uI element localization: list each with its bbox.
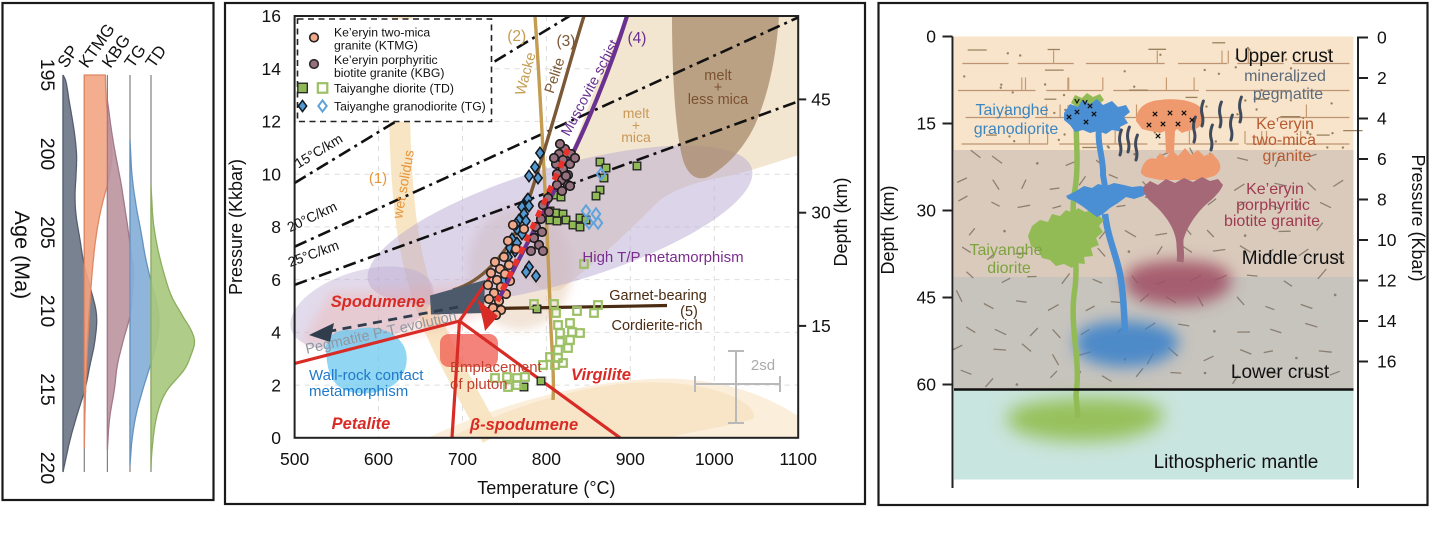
svg-text:Upper crust: Upper crust bbox=[1235, 46, 1334, 67]
svg-text:granodiorite: granodiorite bbox=[974, 121, 1059, 138]
svg-text:14: 14 bbox=[1377, 311, 1397, 331]
svg-text:(2): (2) bbox=[507, 28, 526, 45]
svg-text:45: 45 bbox=[917, 288, 936, 308]
svg-text:0: 0 bbox=[271, 428, 281, 448]
svg-text:200: 200 bbox=[36, 138, 58, 171]
svg-text:Pressure (Kbar): Pressure (Kbar) bbox=[1408, 154, 1428, 281]
svg-text:Spodumene: Spodumene bbox=[331, 293, 425, 311]
svg-text:2: 2 bbox=[1377, 68, 1387, 88]
svg-text:metamorphism: metamorphism bbox=[309, 383, 408, 400]
svg-text:30: 30 bbox=[917, 201, 937, 221]
svg-text:1000: 1000 bbox=[695, 449, 734, 469]
svg-text:melt: melt bbox=[623, 105, 650, 121]
svg-text:Petalite: Petalite bbox=[332, 415, 391, 433]
svg-text:Taiyanghe: Taiyanghe bbox=[970, 242, 1043, 259]
svg-text:β-spodumene: β-spodumene bbox=[469, 416, 578, 434]
svg-text:8: 8 bbox=[1377, 190, 1387, 210]
svg-text:granite: granite bbox=[1263, 148, 1312, 165]
svg-text:(3): (3) bbox=[557, 33, 576, 50]
svg-text:6: 6 bbox=[1377, 149, 1387, 169]
svg-text:10: 10 bbox=[262, 164, 282, 184]
svg-text:205: 205 bbox=[36, 216, 58, 249]
svg-text:215: 215 bbox=[36, 373, 58, 406]
svg-text:+: + bbox=[632, 117, 640, 133]
svg-text:mica: mica bbox=[621, 129, 651, 145]
svg-text:900: 900 bbox=[616, 449, 645, 469]
svg-text:Taiyanghe diorite (TD): Taiyanghe diorite (TD) bbox=[334, 82, 454, 96]
svg-text:600: 600 bbox=[364, 449, 393, 469]
svg-text:High T/P metamorphism: High T/P metamorphism bbox=[582, 249, 743, 266]
svg-text:biotite granite (KBG): biotite granite (KBG) bbox=[334, 66, 444, 80]
svg-text:(1): (1) bbox=[369, 170, 387, 187]
svg-text:0: 0 bbox=[1377, 28, 1387, 48]
svg-text:granite (KTMG): granite (KTMG) bbox=[334, 39, 418, 53]
svg-text:Depth (km): Depth (km) bbox=[878, 185, 898, 274]
svg-text:4: 4 bbox=[271, 323, 281, 343]
svg-text:Lower crust: Lower crust bbox=[1231, 362, 1330, 383]
svg-text:2sd: 2sd bbox=[751, 357, 775, 374]
svg-text:Middle crust: Middle crust bbox=[1242, 248, 1345, 269]
svg-text:Cordierite-rich: Cordierite-rich bbox=[611, 318, 702, 334]
svg-text:(4): (4) bbox=[628, 30, 647, 47]
svg-text:Virgilite: Virgilite bbox=[571, 366, 631, 384]
svg-text:two-mica: two-mica bbox=[1252, 132, 1316, 149]
svg-text:15: 15 bbox=[917, 114, 936, 134]
svg-text:0: 0 bbox=[926, 27, 936, 47]
svg-text:12: 12 bbox=[262, 112, 281, 132]
svg-text:Garnet-bearing: Garnet-bearing bbox=[609, 288, 707, 304]
svg-text:porphyritic: porphyritic bbox=[1236, 197, 1310, 214]
svg-text:Ke’eryin two-mica: Ke’eryin two-mica bbox=[334, 26, 430, 40]
svg-text:210: 210 bbox=[36, 295, 58, 328]
svg-text:less mica: less mica bbox=[688, 92, 749, 108]
svg-text:2: 2 bbox=[271, 375, 281, 395]
svg-text:Taiyanghe: Taiyanghe bbox=[976, 102, 1049, 119]
svg-text:Emplacement: Emplacement bbox=[450, 359, 543, 376]
svg-text:16: 16 bbox=[262, 6, 281, 26]
svg-text:6: 6 bbox=[271, 270, 281, 290]
svg-text:Lithospheric mantle: Lithospheric mantle bbox=[1154, 452, 1319, 473]
svg-text:Pressure (Kkbar): Pressure (Kkbar) bbox=[226, 159, 246, 295]
svg-text:45: 45 bbox=[811, 89, 830, 109]
svg-text:8: 8 bbox=[271, 217, 281, 237]
svg-text:Ke’eryin porphyritic: Ke’eryin porphyritic bbox=[334, 53, 438, 67]
svg-text:195: 195 bbox=[36, 59, 58, 92]
svg-text:melt: melt bbox=[704, 68, 731, 84]
svg-text:mineralized: mineralized bbox=[1244, 68, 1326, 85]
svg-text:Taiyanghe granodiorite (TG): Taiyanghe granodiorite (TG) bbox=[334, 100, 486, 114]
svg-text:14: 14 bbox=[262, 59, 282, 79]
svg-text:biotite granite: biotite granite bbox=[1224, 213, 1320, 230]
svg-text:1100: 1100 bbox=[779, 449, 817, 469]
svg-text:of pluton: of pluton bbox=[450, 376, 508, 393]
svg-text:Depth (km): Depth (km) bbox=[831, 177, 851, 266]
svg-text:60: 60 bbox=[917, 375, 937, 395]
svg-text:+: + bbox=[714, 80, 722, 96]
svg-text:Wall-rock contact: Wall-rock contact bbox=[309, 367, 424, 384]
svg-text:700: 700 bbox=[448, 449, 477, 469]
svg-text:12: 12 bbox=[1377, 271, 1396, 291]
svg-text:15: 15 bbox=[811, 316, 830, 336]
svg-text:Age (Ma): Age (Ma) bbox=[10, 211, 34, 299]
svg-text:diorite: diorite bbox=[987, 260, 1031, 277]
svg-text:(5): (5) bbox=[680, 304, 698, 320]
svg-text:4: 4 bbox=[1377, 109, 1387, 129]
svg-text:Ke’eryin: Ke’eryin bbox=[1246, 181, 1304, 198]
svg-text:800: 800 bbox=[532, 449, 561, 469]
svg-text:10: 10 bbox=[1377, 230, 1397, 250]
svg-text:Temperature (°C): Temperature (°C) bbox=[477, 478, 615, 498]
svg-text:30: 30 bbox=[811, 203, 831, 223]
svg-text:pegmatite: pegmatite bbox=[1253, 86, 1323, 103]
svg-text:500: 500 bbox=[280, 449, 309, 469]
svg-text:Ke’eryin: Ke’eryin bbox=[1256, 116, 1314, 133]
svg-text:220: 220 bbox=[36, 452, 58, 485]
svg-text:16: 16 bbox=[1377, 352, 1396, 372]
